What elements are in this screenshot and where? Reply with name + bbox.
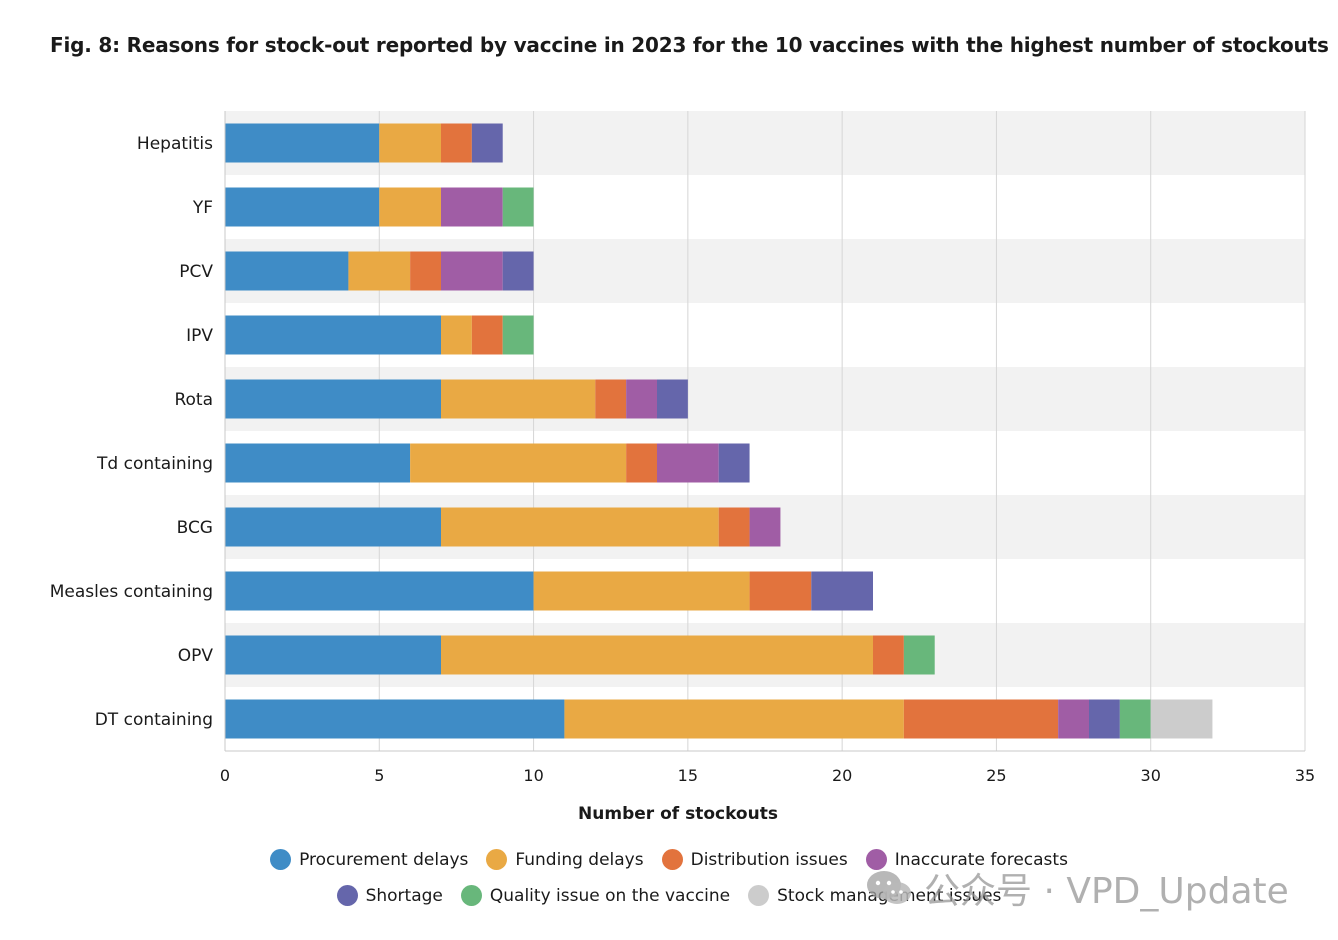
- legend-swatch: [336, 885, 358, 906]
- bar-segment: DT containing – Shortage: 1: [1089, 699, 1120, 739]
- bar-segment: YF – Quality issue on the vaccine: 1: [502, 187, 534, 227]
- bar-segment: YF – Procurement delays: 5: [225, 187, 380, 227]
- legend-swatch: [748, 885, 770, 906]
- bar-segment: Td containing – Shortage: 1: [718, 443, 750, 483]
- x-tick-label: 15: [678, 766, 698, 785]
- watermark-text: 公众号 · VPD_Update: [924, 871, 1289, 912]
- bar-segment: Rota – Funding delays: 5: [441, 379, 596, 419]
- bar-segment: Rota – Procurement delays: 7: [225, 379, 441, 419]
- category-label: DT containing: [95, 710, 213, 730]
- bar-segment: YF – Inaccurate forecasts: 2: [441, 187, 503, 227]
- bar-segment: PCV – Procurement delays: 4: [225, 251, 349, 291]
- bar-segment: PCV – Funding delays: 2: [348, 251, 411, 291]
- category-label: Measles containing: [50, 582, 213, 602]
- bar-segment: OPV – Funding delays: 14: [441, 635, 873, 675]
- x-tick-label: 0: [220, 766, 230, 785]
- bar-segment: Rota – Shortage: 1: [657, 379, 688, 419]
- bar-segment: PCV – Distribution issues: 1: [410, 251, 441, 291]
- bar-segment: IPV – Procurement delays: 7: [225, 315, 441, 355]
- bar-segment: DT containing – Funding delays: 11: [564, 699, 904, 739]
- bar-segment: OPV – Procurement delays: 7: [225, 635, 441, 675]
- x-tick-label: 35: [1295, 766, 1315, 785]
- bar-segment: Td containing – Distribution issues: 1: [626, 443, 657, 483]
- legend-item[interactable]: Procurement delays: [270, 849, 468, 870]
- bar-segment: Rota – Inaccurate forecasts: 1: [626, 379, 657, 419]
- watermark: 公众号 · VPD_Update: [864, 862, 1289, 914]
- x-tick-label: 20: [832, 766, 852, 785]
- bar-segment: IPV – Quality issue on the vaccine: 1: [502, 315, 534, 355]
- legend-label: Inaccurate forecasts: [894, 849, 1068, 870]
- bar-segment: Measles containing – Procurement delays:…: [225, 571, 534, 611]
- bar-segment: PCV – Shortage: 1: [502, 251, 534, 291]
- legend-label: Quality issue on the vaccine: [489, 885, 731, 906]
- bar-segment: Td containing – Funding delays: 7: [410, 443, 627, 483]
- wechat-icon: [867, 871, 911, 904]
- bars: Hepatitis – Procurement delays: 5Hepatit…: [225, 123, 1213, 739]
- legend-label: Distribution issues: [690, 849, 848, 870]
- legend-item[interactable]: Quality issue on the vaccine: [460, 885, 731, 906]
- chart-title: Fig. 8: Reasons for stock-out reported b…: [50, 33, 1329, 57]
- bar-segment: DT containing – Stock management issues:…: [1150, 699, 1213, 739]
- bar-segment: Hepatitis – Shortage: 1: [471, 123, 503, 163]
- bar-segment: BCG – Inaccurate forecasts: 1: [749, 507, 781, 547]
- legend-item[interactable]: Funding delays: [486, 849, 644, 870]
- legend-item[interactable]: Inaccurate forecasts: [865, 849, 1068, 870]
- legend-label: Procurement delays: [299, 849, 469, 870]
- bar-segment: Hepatitis – Funding delays: 2: [379, 123, 441, 163]
- bar-segment: BCG – Distribution issues: 1: [718, 507, 750, 547]
- category-label: BCG: [177, 518, 213, 538]
- legend-swatch: [460, 885, 482, 906]
- bar-segment: Measles containing – Funding delays: 7: [533, 571, 750, 611]
- legend-swatch: [661, 849, 683, 870]
- x-tick-label: 25: [986, 766, 1006, 785]
- bar-segment: Measles containing – Shortage: 2: [811, 571, 873, 611]
- x-tick-label: 5: [374, 766, 384, 785]
- category-label: Td containing: [96, 454, 213, 474]
- bar-segment: BCG – Procurement delays: 7: [225, 507, 441, 547]
- legend-swatch: [486, 849, 508, 870]
- bar-segment: OPV – Quality issue on the vaccine: 1: [903, 635, 935, 675]
- category-label: OPV: [178, 646, 214, 666]
- bar-segment: DT containing – Quality issue on the vac…: [1119, 699, 1151, 739]
- bar-segment: OPV – Distribution issues: 1: [873, 635, 904, 675]
- legend-label: Funding delays: [515, 849, 644, 870]
- bar-segment: Td containing – Inaccurate forecasts: 2: [657, 443, 719, 483]
- legend-row-1: Procurement delays Funding delays Distribu…: [0, 849, 1338, 870]
- bar-segment: Hepatitis – Distribution issues: 1: [441, 123, 472, 163]
- category-label: YF: [192, 198, 213, 218]
- x-axis-title: Number of stockouts: [578, 804, 778, 824]
- axes: [224, 111, 1305, 752]
- category-label: IPV: [186, 326, 213, 346]
- bar-segment: Rota – Distribution issues: 1: [595, 379, 627, 419]
- x-tick-label: 30: [1141, 766, 1161, 785]
- legend-swatch: [865, 849, 887, 870]
- bar-segment: DT containing – Distribution issues: 5: [903, 699, 1059, 739]
- category-label: PCV: [179, 262, 213, 282]
- legend-label: Shortage: [365, 885, 443, 906]
- bar-segment: Measles containing – Distribution issues…: [749, 571, 812, 611]
- bar-segment: Hepatitis – Procurement delays: 5: [225, 123, 380, 163]
- legend-item[interactable]: Distribution issues: [661, 849, 848, 870]
- bar-segment: IPV – Funding delays: 1: [441, 315, 472, 355]
- category-label: Hepatitis: [137, 134, 213, 154]
- bar-segment: BCG – Funding delays: 9: [441, 507, 719, 547]
- bar-segment: DT containing – Inaccurate forecasts: 1: [1058, 699, 1089, 739]
- bar-segment: PCV – Inaccurate forecasts: 2: [441, 251, 503, 291]
- category-label: Rota: [174, 390, 213, 410]
- labels: 0 5 10 15 20 25 30 35 Hepatitis YF PCV IPV Rota Td co…: [50, 134, 1315, 785]
- bar-segment: DT containing – Procurement delays: 11: [225, 699, 565, 739]
- legend-item[interactable]: Shortage: [336, 885, 443, 906]
- x-tick-label: 10: [523, 766, 543, 785]
- legend-swatch: [270, 849, 292, 870]
- bar-segment: YF – Funding delays: 2: [379, 187, 441, 227]
- bar-segment: IPV – Distribution issues: 1: [471, 315, 503, 355]
- bar-segment: Td containing – Procurement delays: 6: [225, 443, 411, 483]
